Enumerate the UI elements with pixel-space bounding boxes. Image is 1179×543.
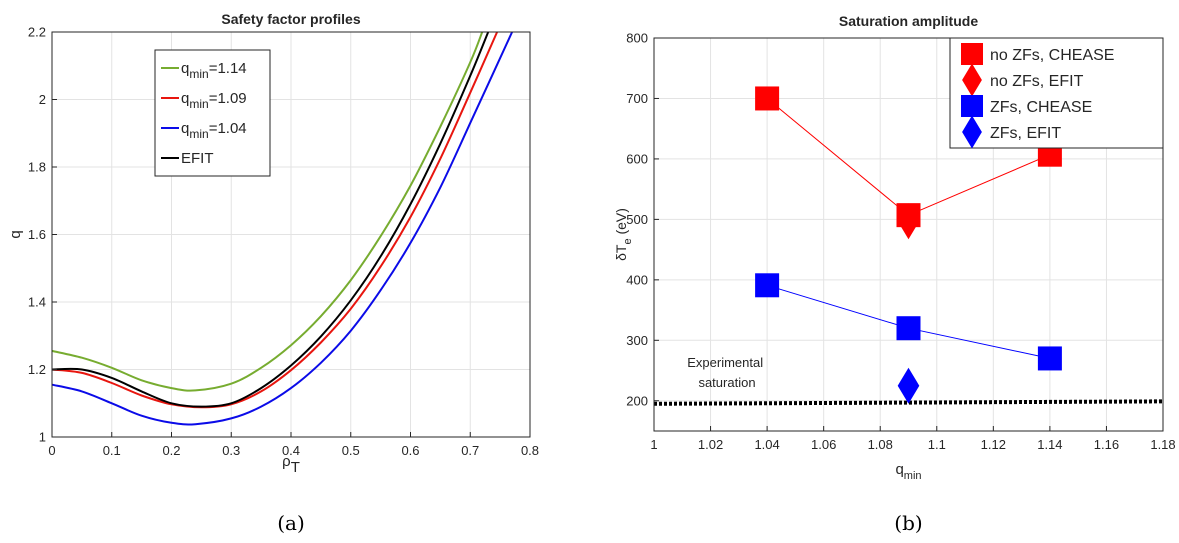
data-point-2-0	[755, 273, 780, 298]
legend[interactable]: no ZFs, CHEASE no ZFs, EFIT ZFs, CHEASE ZFs…	[949, 37, 1164, 149]
y-axis-label-main: δT	[613, 244, 629, 261]
y-tick-label: 1.4	[28, 295, 46, 310]
series-line-1	[51, 31, 499, 409]
axes-frame	[653, 37, 1164, 432]
tick-labels: 0 0.1 0.2 0.3 0.4 0.5 0.6 0.7 0.8 1 1.2 1.4 1.6 1.8 2 2…	[28, 25, 539, 459]
data-point-3-0	[897, 367, 920, 404]
y-tick-label: 300	[626, 333, 648, 348]
chart-title: Saturation amplitude	[839, 13, 978, 29]
tick-labels: 1 1.02 1.04 1.06 1.08 1.1 1.12 1.14 1.16 1.18 200 3…	[626, 31, 1175, 453]
series-line-3	[51, 31, 490, 408]
y-tick-label: 800	[626, 31, 648, 46]
x-tick-label: 0.5	[342, 443, 360, 458]
y-axis-label-unit: (eV)	[613, 208, 629, 238]
y-tick-label: 500	[626, 212, 648, 227]
legend-label: qmin=1.14	[181, 60, 247, 81]
x-tick-label: 0.7	[461, 443, 479, 458]
experimental-saturation-annotation: Experimental saturation	[687, 355, 767, 390]
legend-marker	[961, 95, 983, 117]
annotation-line-1: Experimental	[687, 355, 763, 370]
series-line-0	[51, 31, 484, 392]
x-axis-label-main: ρ	[282, 453, 291, 470]
panel-label: (b)	[894, 511, 922, 535]
legend-label: qmin=1.04	[181, 120, 247, 141]
series-line-2	[51, 31, 514, 426]
panel-label: (a)	[277, 511, 305, 535]
y-tick-label: 700	[626, 91, 648, 106]
legend-label: qmin=1.09	[181, 90, 247, 111]
y-tick-label: 1.2	[28, 362, 46, 377]
x-tick-label: 0	[48, 443, 55, 458]
series-lines	[51, 31, 514, 426]
y-tick-label: 2.2	[28, 25, 46, 40]
y-tick-label: 2	[39, 92, 46, 107]
legend-box	[949, 37, 1164, 149]
x-tick-label: 0.6	[401, 443, 419, 458]
x-tick-label: 1.18	[1150, 437, 1175, 452]
chart-title: Safety factor profiles	[221, 11, 360, 27]
x-axis-label-sub: min	[904, 470, 922, 482]
x-tick-label: 1	[650, 437, 657, 452]
x-axis-label: ρT	[282, 453, 300, 476]
annotation-line-2: saturation	[698, 375, 755, 390]
legend-marker	[961, 43, 983, 65]
x-tick-label: 1.12	[981, 437, 1006, 452]
x-axis-label-main: q	[895, 461, 903, 478]
legend[interactable]: qmin=1.14 qmin=1.09 qmin=1.04 EFIT	[154, 49, 271, 177]
legend-label: no ZFs, CHEASE	[990, 47, 1114, 64]
grid	[51, 31, 531, 438]
legend-label: no ZFs, EFIT	[990, 73, 1084, 90]
x-tick-label: 1.02	[698, 437, 723, 452]
x-tick-label: 1.08	[868, 437, 893, 452]
data-point-2-2	[1037, 346, 1062, 371]
y-axis-label-sub: e	[622, 238, 634, 244]
y-axis-label: δTe (eV)	[613, 208, 634, 261]
legend-label: EFIT	[181, 150, 214, 167]
y-tick-label: 200	[626, 393, 648, 408]
y-tick-label: 1.8	[28, 160, 46, 175]
data-point-0-0	[755, 86, 780, 111]
panel-a-safety-factor-chart: 0 0.1 0.2 0.3 0.4 0.5 0.6 0.7 0.8 1 1.2 1.4 1.6 1.8 2 2…	[7, 11, 539, 535]
data-point-2-1	[896, 316, 921, 341]
legend-label: ZFs, CHEASE	[990, 99, 1092, 116]
y-tick-label: 400	[626, 272, 648, 287]
y-tick-label: 1	[39, 430, 46, 445]
x-tick-label: 1.14	[1037, 437, 1062, 452]
x-tick-label: 0.8	[521, 443, 539, 458]
x-tick-label: 1.16	[1094, 437, 1119, 452]
x-axis-label: qmin	[895, 461, 921, 482]
x-tick-label: 0.3	[222, 443, 240, 458]
x-tick-label: 1.06	[811, 437, 836, 452]
x-axis-label-sub: T	[291, 459, 300, 476]
legend-label: ZFs, EFIT	[990, 125, 1061, 142]
x-tick-label: 1.04	[754, 437, 779, 452]
data-point-1-0	[897, 203, 920, 240]
x-tick-label: 0.1	[103, 443, 121, 458]
y-tick-label: 1.6	[28, 227, 46, 242]
x-tick-label: 0.4	[282, 443, 300, 458]
x-tick-label: 1.1	[928, 437, 946, 452]
y-axis-label: q	[7, 230, 24, 238]
x-tick-label: 0.2	[162, 443, 180, 458]
legend-marker	[962, 115, 982, 149]
legend-box	[154, 49, 271, 177]
panel-b-saturation-chart: 1 1.02 1.04 1.06 1.08 1.1 1.12 1.14 1.16 1.18 200 3…	[613, 13, 1176, 535]
legend-marker	[962, 63, 982, 97]
y-tick-label: 600	[626, 151, 648, 166]
